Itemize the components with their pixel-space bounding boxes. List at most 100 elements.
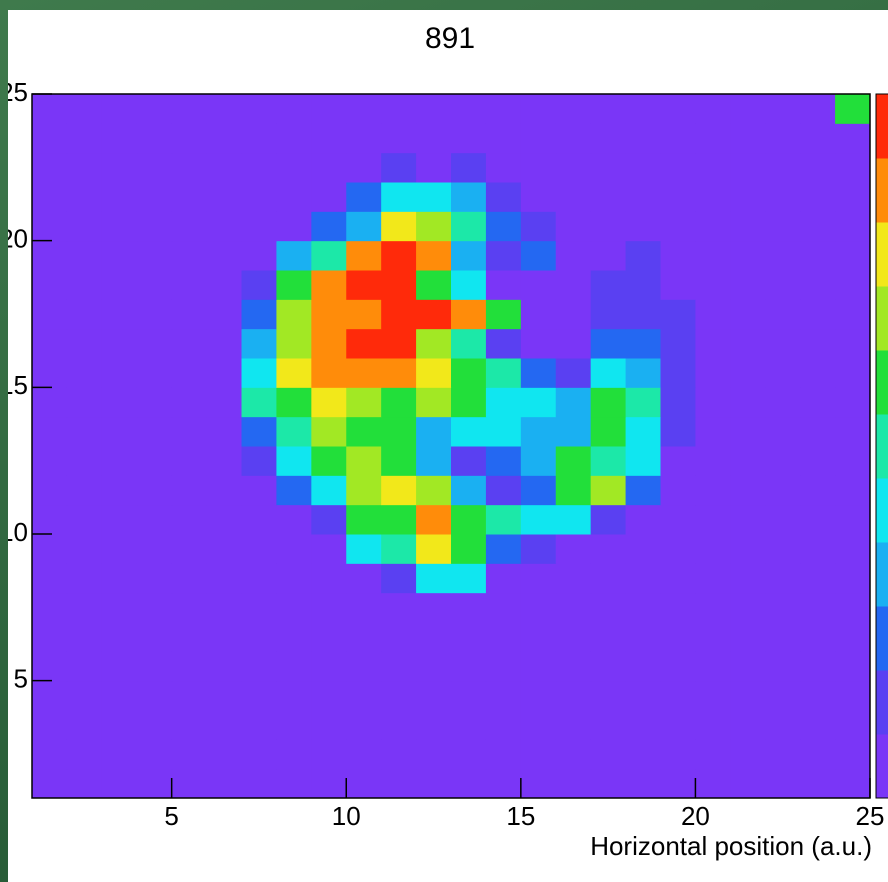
heatmap-cell bbox=[625, 592, 661, 623]
heatmap-cell bbox=[416, 768, 452, 799]
heatmap-cell bbox=[835, 358, 871, 388]
heatmap-cell bbox=[765, 504, 801, 535]
heatmap-cell bbox=[241, 680, 277, 711]
heatmap-cell bbox=[241, 240, 277, 271]
heatmap-cell bbox=[346, 475, 382, 506]
heatmap-cell bbox=[660, 504, 696, 535]
heatmap-cell bbox=[800, 651, 836, 682]
heatmap-cell bbox=[66, 211, 103, 242]
heatmap-cell bbox=[66, 270, 103, 300]
heatmap-cell bbox=[241, 152, 277, 183]
heatmap-cell bbox=[520, 592, 557, 623]
heatmap-cell bbox=[381, 651, 417, 682]
heatmap-cell bbox=[485, 299, 522, 330]
heatmap-cell bbox=[590, 651, 627, 682]
heatmap-cell bbox=[695, 680, 731, 711]
heatmap-cell bbox=[171, 182, 208, 212]
heatmap-cell bbox=[485, 387, 522, 418]
heatmap-cell bbox=[520, 211, 557, 242]
heatmap-cell bbox=[695, 534, 731, 564]
heatmap-cell bbox=[32, 240, 68, 271]
colorbar-swatch bbox=[876, 606, 888, 671]
heatmap-cell bbox=[520, 328, 557, 359]
heatmap-cell bbox=[416, 328, 452, 359]
heatmap-cell bbox=[695, 563, 731, 594]
heatmap-cell bbox=[485, 211, 522, 242]
heatmap-cell bbox=[625, 182, 661, 212]
heatmap-cell bbox=[381, 534, 417, 564]
heatmap-cell bbox=[32, 211, 68, 242]
heatmap-cell bbox=[381, 622, 417, 652]
heatmap-cell bbox=[101, 739, 138, 770]
heatmap-cell bbox=[625, 94, 661, 124]
heatmap-cell bbox=[241, 739, 277, 770]
heatmap-cell bbox=[660, 211, 696, 242]
heatmap-cell bbox=[276, 387, 312, 418]
heatmap-cell bbox=[520, 710, 557, 740]
heatmap-cell bbox=[625, 622, 661, 652]
heatmap-cell bbox=[206, 651, 242, 682]
heatmap-cell bbox=[835, 710, 871, 740]
heatmap-cell bbox=[416, 182, 452, 212]
heatmap-cell bbox=[800, 240, 836, 271]
heatmap-cell bbox=[381, 211, 417, 242]
heatmap-cell bbox=[520, 475, 557, 506]
heatmap-cell bbox=[32, 651, 68, 682]
heatmap-cell bbox=[101, 416, 138, 447]
heatmap-cell bbox=[555, 299, 592, 330]
heatmap-cell bbox=[590, 240, 627, 271]
heatmap-cell bbox=[800, 710, 836, 740]
heatmap-cell bbox=[171, 680, 208, 711]
heatmap-cell bbox=[520, 768, 557, 799]
heatmap-cell bbox=[311, 182, 347, 212]
x-tick-label: 5 bbox=[164, 801, 178, 831]
heatmap-cell bbox=[206, 270, 242, 300]
heatmap-cell bbox=[660, 328, 696, 359]
heatmap-cell bbox=[101, 534, 138, 564]
heatmap-cell bbox=[136, 534, 173, 564]
heatmap-cell bbox=[171, 152, 208, 183]
colorbar-swatch bbox=[876, 94, 888, 159]
heatmap-cell bbox=[66, 358, 103, 388]
heatmap-cell bbox=[485, 475, 522, 506]
heatmap-cell bbox=[660, 680, 696, 711]
heatmap-cell bbox=[660, 534, 696, 564]
heatmap-cell bbox=[451, 504, 487, 535]
heatmap-cell bbox=[311, 563, 347, 594]
heatmap-cell bbox=[451, 182, 487, 212]
heatmap-cell bbox=[800, 475, 836, 506]
heatmap-cell bbox=[625, 475, 661, 506]
heatmap-cell bbox=[136, 710, 173, 740]
heatmap-cell bbox=[66, 563, 103, 594]
heatmap-cell bbox=[136, 328, 173, 359]
heatmap-cell bbox=[590, 446, 627, 476]
heatmap-cell bbox=[590, 592, 627, 623]
heatmap-cell bbox=[520, 94, 557, 124]
heatmap-cell bbox=[66, 592, 103, 623]
heatmap-cell bbox=[765, 622, 801, 652]
heatmap-cell bbox=[695, 123, 731, 154]
heatmap-cell bbox=[311, 622, 347, 652]
heatmap-cell bbox=[485, 504, 522, 535]
heatmap-cell bbox=[590, 475, 627, 506]
heatmap-cell bbox=[276, 534, 312, 564]
heatmap-cell bbox=[451, 387, 487, 418]
x-tick-label: 15 bbox=[506, 801, 535, 831]
heatmap-cell bbox=[451, 152, 487, 183]
heatmap-cell bbox=[765, 446, 801, 476]
heatmap-cell bbox=[136, 446, 173, 476]
heatmap-cell bbox=[590, 211, 627, 242]
heatmap-cell bbox=[520, 504, 557, 535]
heatmap-cell bbox=[695, 416, 731, 447]
heatmap-cell bbox=[520, 416, 557, 447]
heatmap-cell bbox=[555, 211, 592, 242]
heatmap-cell bbox=[171, 123, 208, 154]
heatmap-cell bbox=[206, 739, 242, 770]
heatmap-cell bbox=[136, 94, 173, 124]
heatmap-cell bbox=[101, 651, 138, 682]
heatmap-cell bbox=[416, 211, 452, 242]
heatmap-cell bbox=[590, 94, 627, 124]
heatmap-cell bbox=[451, 416, 487, 447]
heatmap-cell bbox=[346, 416, 382, 447]
heatmap-cell bbox=[730, 240, 766, 271]
